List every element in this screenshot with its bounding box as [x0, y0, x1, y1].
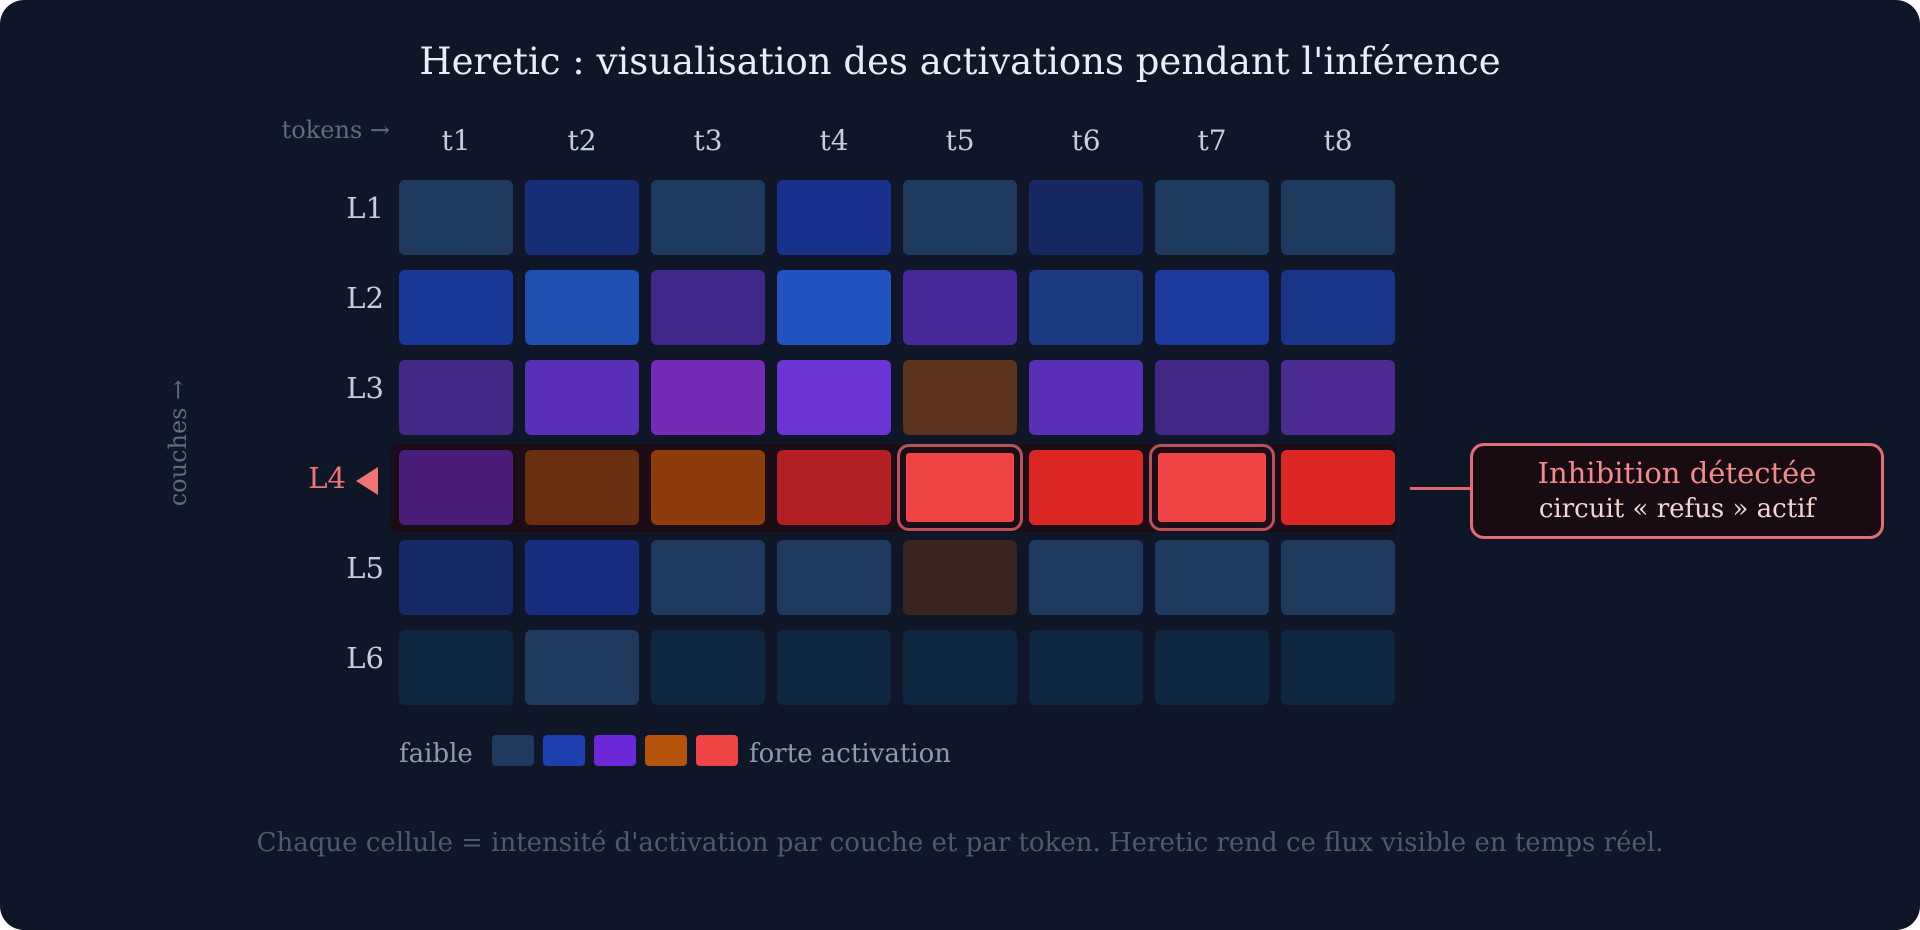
cell-l3-t1: [399, 360, 513, 435]
column-label-t6: t6: [1071, 124, 1101, 157]
column-label-t5: t5: [945, 124, 975, 157]
cell-l5-t5: [903, 540, 1017, 615]
cell-l4-t7: [1149, 444, 1275, 531]
column-label-t1: t1: [441, 124, 471, 157]
cell-l1-t6: [1029, 180, 1143, 255]
cell-l3-t4: [777, 360, 891, 435]
cell-l1-t1: [399, 180, 513, 255]
cell-l2-t8: [1281, 270, 1395, 345]
cell-l3-t7: [1155, 360, 1269, 435]
cell-l1-t8: [1281, 180, 1395, 255]
column-label-t7: t7: [1197, 124, 1227, 157]
diagram-title: Heretic : visualisation des activations …: [419, 40, 1501, 83]
cell-l6-t2: [525, 630, 639, 705]
cell-l6-t8: [1281, 630, 1395, 705]
column-label-t4: t4: [819, 124, 849, 157]
cell-l2-t2: [525, 270, 639, 345]
cell-l3-t5: [903, 360, 1017, 435]
cell-l5-t6: [1029, 540, 1143, 615]
cell-l5-t4: [777, 540, 891, 615]
cell-l6-t4: [777, 630, 891, 705]
legend-swatch-2: [543, 735, 585, 766]
cell-l6-t7: [1155, 630, 1269, 705]
cell-l2-t6: [1029, 270, 1143, 345]
row-label-l6: L6: [346, 641, 384, 675]
cell-l3-t6: [1029, 360, 1143, 435]
cell-l4-t5: [897, 444, 1023, 531]
cell-l5-t8: [1281, 540, 1395, 615]
axis-x-label: tokens →: [281, 116, 390, 144]
cell-l4-t2: [525, 450, 639, 525]
row-label-l5: L5: [346, 551, 384, 585]
cell-l6-t3: [651, 630, 765, 705]
column-label-t8: t8: [1323, 124, 1353, 157]
cell-l4-t8: [1281, 450, 1395, 525]
cell-l6-t1: [399, 630, 513, 705]
cell-l2-t7: [1155, 270, 1269, 345]
row-marker-icon: [356, 467, 378, 495]
cell-l2-t3: [651, 270, 765, 345]
cell-l5-t7: [1155, 540, 1269, 615]
column-label-t3: t3: [693, 124, 723, 157]
cell-l6-t5: [903, 630, 1017, 705]
caption: Chaque cellule = intensité d'activation …: [256, 828, 1664, 858]
cell-l1-t3: [651, 180, 765, 255]
row-label-l4: L4: [308, 461, 346, 495]
callout-subtitle: circuit « refus » actif: [1538, 494, 1816, 524]
cell-l2-t5: [903, 270, 1017, 345]
row-label-l3: L3: [346, 371, 384, 405]
cell-l4-t6: [1029, 450, 1143, 525]
cell-l6-t6: [1029, 630, 1143, 705]
callout-title: Inhibition détectée: [1537, 456, 1817, 490]
inhibition-callout: Inhibition détectée circuit « refus » ac…: [1470, 443, 1884, 539]
cell-l2-t4: [777, 270, 891, 345]
cell-l2-t1: [399, 270, 513, 345]
legend-low-label: faible: [399, 739, 473, 769]
cell-l3-t3: [651, 360, 765, 435]
legend-swatch-1: [492, 735, 534, 766]
legend-high-label: forte activation: [749, 739, 951, 769]
cell-l1-t2: [525, 180, 639, 255]
cell-l5-t1: [399, 540, 513, 615]
cell-l1-t7: [1155, 180, 1269, 255]
cell-l1-t4: [777, 180, 891, 255]
cell-l4-t1: [399, 450, 513, 525]
column-label-t2: t2: [567, 124, 597, 157]
cell-l1-t5: [903, 180, 1017, 255]
row-label-l1: L1: [346, 191, 384, 225]
cell-l3-t2: [525, 360, 639, 435]
legend-swatch-4: [645, 735, 687, 766]
cell-l4-t4: [777, 450, 891, 525]
callout-connector: [1410, 487, 1470, 490]
legend-swatch-5: [696, 735, 738, 766]
cell-l5-t3: [651, 540, 765, 615]
cell-l5-t2: [525, 540, 639, 615]
cell-l3-t8: [1281, 360, 1395, 435]
cell-l4-t3: [651, 450, 765, 525]
row-label-l2: L2: [346, 281, 384, 315]
legend-swatch-3: [594, 735, 636, 766]
axis-y-label: couches →: [164, 379, 192, 507]
